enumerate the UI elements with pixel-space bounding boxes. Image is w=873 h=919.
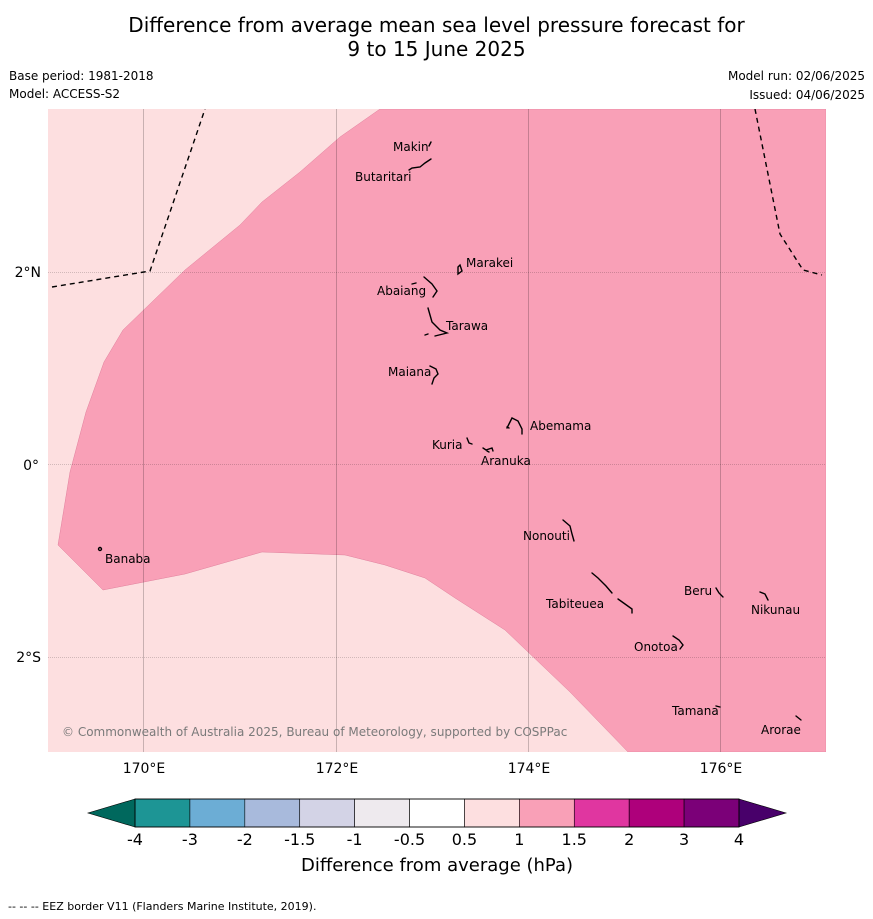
colorbar-tick-label: 4 <box>734 830 744 849</box>
colorbar-cell-0 <box>134 798 191 828</box>
forecast-map: Makin Butaritari Marakei Abaiang Tarawa … <box>15 109 826 876</box>
map-title-line-2: 9 to 15 June 2025 <box>347 37 526 61</box>
colorbar-tick-label: 1.5 <box>562 830 587 849</box>
colorbar-tick-label: 3 <box>679 830 689 849</box>
island-label-abemama: Abemama <box>530 419 591 433</box>
colorbar-cell-5 <box>409 798 465 828</box>
colorbar-tick-label: -4 <box>127 830 143 849</box>
island-label-kuria: Kuria <box>432 438 463 452</box>
island-label-tarawa: Tarawa <box>445 319 488 333</box>
marakei-outline <box>457 263 463 276</box>
beru-outline <box>715 587 724 598</box>
colorbar-tick-label: -1 <box>347 830 363 849</box>
issued-label: Issued: 04/06/2025 <box>749 88 865 102</box>
nonouti-outline <box>562 519 575 542</box>
lat-tick-2s: 2°S <box>16 650 41 666</box>
island-label-abaiang: Abaiang <box>377 284 426 298</box>
colorbar-label: Difference from average (hPa) <box>301 855 573 876</box>
colorbar-cell-2 <box>244 798 301 828</box>
island-label-maiana: Maiana <box>388 365 431 379</box>
island-label-butaritari: Butaritari <box>355 170 412 184</box>
colorbar-cell-4 <box>354 798 410 828</box>
island-label-banaba: Banaba <box>105 552 151 566</box>
eez-border-west <box>51 109 206 288</box>
lon-tick-172e: 172°E <box>316 761 359 777</box>
colorbar-extend-high <box>738 798 788 828</box>
colorbar-cell-8 <box>573 798 630 828</box>
tarawa-outline <box>424 307 450 337</box>
banaba-outline <box>97 546 103 552</box>
colorbar-tick-label: -1.5 <box>284 830 315 849</box>
island-outlines <box>97 141 802 721</box>
colorbar-cell-10 <box>683 798 740 828</box>
tabiteuea-outline <box>591 572 633 614</box>
graticule <box>48 109 826 752</box>
onotoa-outline <box>672 635 684 650</box>
aranuka-outline <box>482 447 494 453</box>
kuria-outline <box>466 437 473 445</box>
island-label-arorae: Arorae <box>761 723 801 737</box>
abaiang-outline <box>411 276 438 298</box>
lon-tick-174e: 174°E <box>508 761 551 777</box>
lon-tick-170e: 170°E <box>123 761 166 777</box>
island-label-onotoa: Onotoa <box>634 640 678 654</box>
lat-tick-0: 0° <box>23 458 39 474</box>
colorbar-tick-label: 0.5 <box>452 830 477 849</box>
colorbar-extend-low <box>86 798 136 828</box>
map-title-line-1: Difference from average mean sea level p… <box>128 13 745 37</box>
base-period-label: Base period: 1981-2018 <box>9 69 154 83</box>
eez-border <box>51 109 823 288</box>
model-label: Model: ACCESS-S2 <box>9 87 121 101</box>
map-plot-area: Makin Butaritari Marakei Abaiang Tarawa … <box>48 109 826 752</box>
lon-tick-176e: 176°E <box>700 761 743 777</box>
island-label-nonouti: Nonouti <box>523 529 570 543</box>
abemama-outline <box>506 417 523 435</box>
maiana-outline <box>429 365 439 385</box>
makin-outline <box>428 141 432 147</box>
arorae-outline <box>795 715 802 721</box>
tamana-outline <box>715 705 721 708</box>
nikunau-outline <box>759 591 769 601</box>
colorbar-tick-label: -3 <box>182 830 198 849</box>
eez-border-east <box>754 109 823 276</box>
colorbar-tick-label: 1 <box>514 830 524 849</box>
butaritari-outline <box>408 158 432 171</box>
colorbar-tick-label: -0.5 <box>394 830 425 849</box>
colorbar-cell-3 <box>299 798 355 828</box>
colorbar-cell-7 <box>519 798 575 828</box>
colorbar-cell-9 <box>628 798 685 828</box>
copyright-notice: © Commonwealth of Australia 2025, Bureau… <box>62 725 567 739</box>
eez-border-legend-note: -- -- -- EEZ border V11 (Flanders Marine… <box>8 900 317 913</box>
colorbar-tick-label: 2 <box>624 830 634 849</box>
island-label-makin: Makin <box>393 140 429 154</box>
lat-tick-2n: 2°N <box>15 265 41 281</box>
island-label-marakei: Marakei <box>466 256 513 270</box>
colorbar-cell-1 <box>189 798 246 828</box>
anomaly-region-1-to-1-5 <box>57 109 826 752</box>
colorbar-tick-label: -2 <box>237 830 253 849</box>
model-run-label: Model run: 02/06/2025 <box>727 69 865 83</box>
island-label-nikunau: Nikunau <box>751 603 800 617</box>
island-label-tabiteuea: Tabiteuea <box>545 597 604 611</box>
colorbar-frame <box>134 798 740 828</box>
colorbar: -4 -3 -2 -1.5 -1 -0.5 0.5 1 1.5 2 3 4 Difference fr… <box>86 798 788 876</box>
colorbar-cell-6 <box>464 798 520 828</box>
island-label-beru: Beru <box>684 584 712 598</box>
island-label-tamana: Tamana <box>671 704 719 718</box>
island-label-aranuka: Aranuka <box>481 454 531 468</box>
